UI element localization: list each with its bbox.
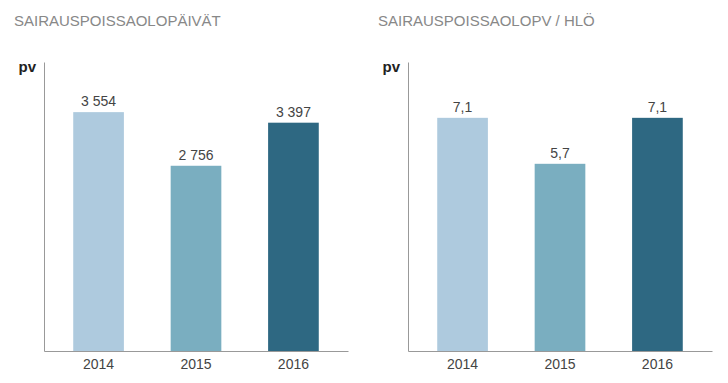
x-tick-label: 2015 <box>180 356 211 372</box>
data-label: 3 397 <box>276 104 311 120</box>
x-axis: 2014 2015 2016 <box>409 351 713 372</box>
data-label: 7,1 <box>648 99 668 115</box>
x-tick: 2014 <box>447 351 478 372</box>
data-label: 5,7 <box>550 145 570 161</box>
data-labels: 3 554 2 756 3 397 <box>81 93 311 163</box>
x-tick-label: 2016 <box>278 356 309 372</box>
x-tick: 2015 <box>180 351 211 372</box>
plot-area <box>73 112 319 351</box>
bar <box>171 166 222 351</box>
x-axis: 2014 2015 2016 <box>45 351 349 372</box>
y-axis <box>408 63 409 352</box>
y-axis-line <box>44 63 45 352</box>
x-tick-label: 2016 <box>642 356 673 372</box>
bar <box>437 118 488 351</box>
chart-title: SAIRAUSPOISSAOLOPÄIVÄT <box>14 12 221 29</box>
data-label: 2 756 <box>178 147 213 163</box>
x-axis-line <box>409 351 713 352</box>
bar <box>73 112 124 351</box>
data-label: 3 554 <box>81 93 116 109</box>
bar <box>268 123 319 351</box>
chart-title: SAIRAUSPOISSAOLOPV / HLÖ <box>378 12 595 29</box>
chart-root: 2014 2015 2016 pv 3 554 2 756 3 397 SAIRAUSPOIS… <box>0 0 728 383</box>
x-tick: 2014 <box>83 351 114 372</box>
x-tick-label: 2015 <box>544 356 575 372</box>
y-axis-label: pv <box>18 58 36 75</box>
data-label: 7,1 <box>453 99 473 115</box>
y-axis-line <box>408 63 409 352</box>
x-tick: 2016 <box>642 351 673 372</box>
y-axis <box>44 63 45 352</box>
bar <box>632 118 683 351</box>
x-axis-line <box>45 351 349 352</box>
x-tick: 2016 <box>278 351 309 372</box>
panel: 2014 2015 2016 pv 7,1 5,7 7,1 <box>382 58 712 372</box>
x-tick-label: 2014 <box>447 356 478 372</box>
x-tick: 2015 <box>544 351 575 372</box>
y-axis-label: pv <box>382 58 400 75</box>
data-labels: 7,1 5,7 7,1 <box>453 99 668 161</box>
panel: 2014 2015 2016 pv 3 554 2 756 3 397 <box>18 58 348 372</box>
bar <box>535 164 586 351</box>
x-tick-label: 2014 <box>83 356 114 372</box>
plot-area <box>437 118 683 351</box>
